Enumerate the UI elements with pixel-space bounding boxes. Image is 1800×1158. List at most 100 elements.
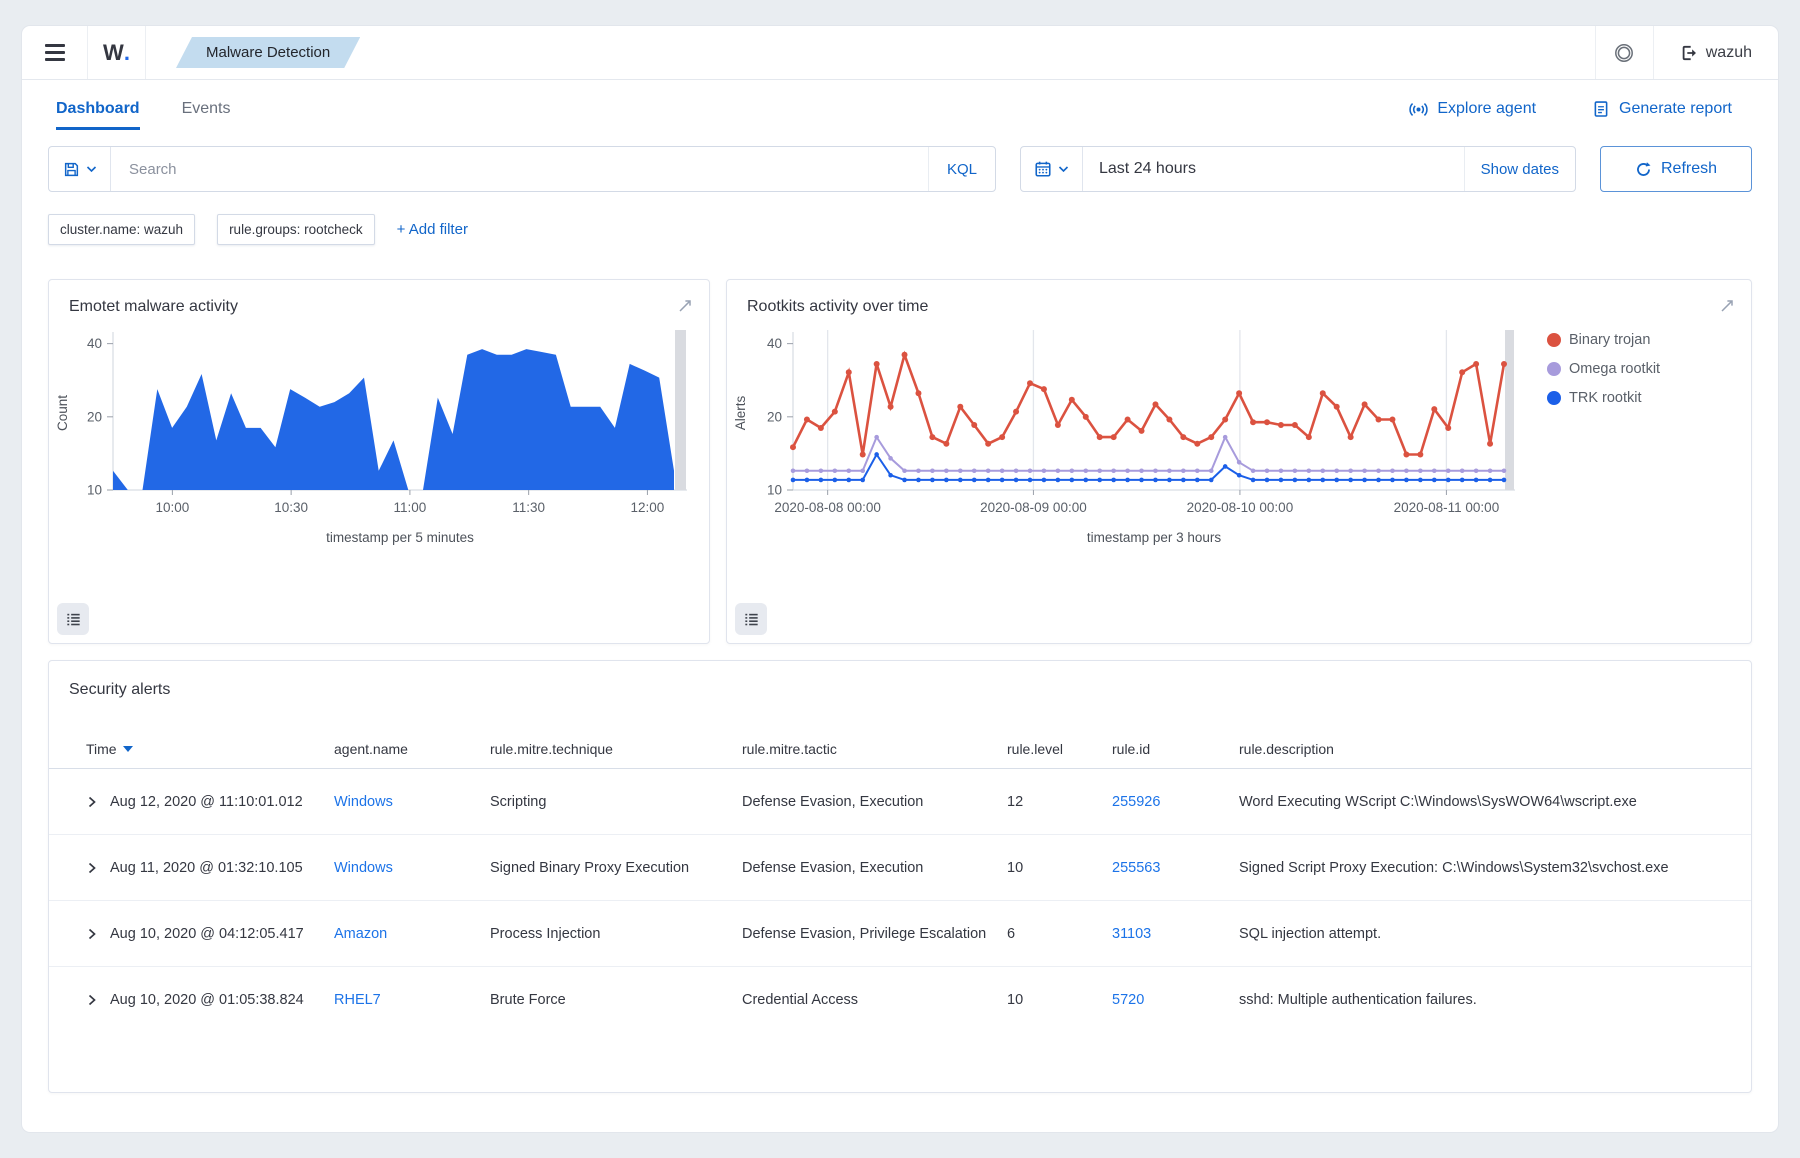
cell-rule-description: Signed Script Proxy Execution: C:\Window… xyxy=(1239,860,1731,876)
cell-rule-id: 255563 xyxy=(1112,860,1239,876)
calendar-dropdown-button[interactable] xyxy=(1021,147,1083,191)
date-range-value[interactable]: Last 24 hours xyxy=(1083,160,1464,178)
logout-button[interactable]: wazuh xyxy=(1653,26,1778,79)
breadcrumb[interactable]: Malware Detection xyxy=(176,37,360,68)
agent-link[interactable]: Windows xyxy=(334,860,393,876)
explore-agent-button[interactable]: Explore agent xyxy=(1409,100,1536,119)
search-input[interactable] xyxy=(111,161,928,178)
inspect-list-button[interactable] xyxy=(57,603,89,635)
cell-rule-level: 12 xyxy=(1007,794,1112,810)
expand-panel-button[interactable] xyxy=(1713,292,1741,320)
cell-mitre-tactic: Defense Evasion, Privilege Escalation xyxy=(742,926,1007,942)
date-picker: Last 24 hours Show dates xyxy=(1020,146,1576,192)
svg-text:timestamp per 3 hours: timestamp per 3 hours xyxy=(1087,530,1222,545)
svg-text:2020-08-08 00:00: 2020-08-08 00:00 xyxy=(774,500,881,515)
show-dates-button[interactable]: Show dates xyxy=(1464,147,1575,191)
cell-rule-description: sshd: Multiple authentication failures. xyxy=(1239,992,1731,1008)
refresh-button[interactable]: Refresh xyxy=(1600,146,1752,192)
report-document-icon xyxy=(1592,100,1610,118)
cell-rule-level: 10 xyxy=(1007,860,1112,876)
top-bar: W. Malware Detection wazuh xyxy=(22,26,1778,80)
agent-link[interactable]: Windows xyxy=(334,794,393,810)
generate-report-button[interactable]: Generate report xyxy=(1592,100,1732,118)
column-header-time[interactable]: Time xyxy=(86,741,334,757)
tab-events[interactable]: Events xyxy=(182,80,231,138)
agent-link[interactable]: Amazon xyxy=(334,926,387,942)
rule-id-link[interactable]: 255926 xyxy=(1112,794,1160,810)
hamburger-menu-button[interactable] xyxy=(22,26,88,79)
expand-panel-button[interactable] xyxy=(671,292,699,320)
legend-item[interactable]: TRK rootkit xyxy=(1547,390,1737,406)
rule-id-link[interactable]: 31103 xyxy=(1112,926,1151,942)
search-bar: KQL xyxy=(48,146,996,192)
cell-rule-id: 255926 xyxy=(1112,794,1239,810)
expand-row-icon[interactable] xyxy=(86,796,98,808)
logout-icon xyxy=(1680,44,1698,62)
rootkits-panel-title: Rootkits activity over time xyxy=(727,280,1751,316)
svg-text:Count: Count xyxy=(55,395,70,431)
column-header-rule-mitre-technique: rule.mitre.technique xyxy=(490,741,742,757)
saved-queries-button[interactable] xyxy=(49,147,111,191)
legend-item[interactable]: Binary trojan xyxy=(1547,332,1737,348)
legend-dot-icon xyxy=(1547,391,1561,405)
security-alerts-panel: Security alerts Timeagent.namerule.mitre… xyxy=(48,660,1752,1093)
save-icon xyxy=(63,161,80,178)
hamburger-icon xyxy=(45,44,65,61)
inspect-list-button[interactable] xyxy=(735,603,767,635)
query-toolbar: KQL Last 24 hours Show dates xyxy=(48,146,1752,192)
filter-pill-cluster[interactable]: cluster.name: wazuh xyxy=(48,214,195,245)
expand-row-icon[interactable] xyxy=(86,928,98,940)
agent-link[interactable]: RHEL7 xyxy=(334,992,381,1008)
rule-id-link[interactable]: 5720 xyxy=(1112,992,1144,1008)
svg-text:timestamp per 5 minutes: timestamp per 5 minutes xyxy=(326,530,474,545)
svg-text:11:30: 11:30 xyxy=(512,500,545,515)
tab-dashboard[interactable]: Dashboard xyxy=(56,80,140,138)
explore-agent-label: Explore agent xyxy=(1437,100,1536,118)
logo-text: W xyxy=(103,40,124,66)
column-header-label: Time xyxy=(86,741,117,757)
user-label: wazuh xyxy=(1706,44,1752,62)
rule-id-link[interactable]: 255563 xyxy=(1112,860,1160,876)
sort-desc-icon xyxy=(123,746,133,752)
table-header: Time agent.namerule.mitre.techniquerule.m… xyxy=(49,729,1751,769)
expand-row-icon[interactable] xyxy=(86,862,98,874)
svg-text:20: 20 xyxy=(767,409,782,424)
cell-agent-name: RHEL7 xyxy=(334,992,490,1008)
column-header-rule-id: rule.id xyxy=(1112,741,1239,757)
status-indicator-button[interactable] xyxy=(1595,26,1653,79)
legend-label: TRK rootkit xyxy=(1569,390,1642,406)
svg-text:2020-08-09 00:00: 2020-08-09 00:00 xyxy=(980,500,1087,515)
expand-icon xyxy=(1719,298,1735,314)
legend-item[interactable]: Omega rootkit xyxy=(1547,361,1737,377)
chevron-down-icon xyxy=(86,165,97,173)
svg-text:12:00: 12:00 xyxy=(631,500,665,515)
kql-toggle[interactable]: KQL xyxy=(928,147,995,191)
rootkits-panel: Rootkits activity over time 402010Alerts… xyxy=(726,279,1752,644)
logo-dot: . xyxy=(124,40,130,66)
cell-mitre-technique: Process Injection xyxy=(490,926,742,942)
cell-rule-description: Word Executing WScript C:\Windows\SysWOW… xyxy=(1239,794,1731,810)
cell-agent-name: Amazon xyxy=(334,926,490,942)
cell-rule-level: 10 xyxy=(1007,992,1112,1008)
chevron-down-icon xyxy=(1058,165,1069,173)
svg-text:40: 40 xyxy=(767,336,782,351)
emotet-panel: Emotet malware activity 402010Counttimes… xyxy=(48,279,710,644)
time-value: Aug 10, 2020 @ 01:05:38.824 xyxy=(110,992,304,1008)
column-header-rule-mitre-tactic: rule.mitre.tactic xyxy=(742,741,1007,757)
cell-time: Aug 10, 2020 @ 01:05:38.824 xyxy=(86,992,334,1008)
expand-row-icon[interactable] xyxy=(86,994,98,1006)
add-filter-button[interactable]: + Add filter xyxy=(397,221,468,238)
security-alerts-title: Security alerts xyxy=(49,661,1751,699)
filter-pill-rule-groups[interactable]: rule.groups: rootcheck xyxy=(217,214,375,245)
column-header-rule-description: rule.description xyxy=(1239,741,1731,757)
wazuh-logo[interactable]: W. xyxy=(88,26,146,79)
svg-text:40: 40 xyxy=(87,336,102,351)
cell-rule-id: 5720 xyxy=(1112,992,1239,1008)
cell-mitre-tactic: Defense Evasion, Execution xyxy=(742,860,1007,876)
legend-label: Omega rootkit xyxy=(1569,361,1660,377)
table-row: Aug 10, 2020 @ 01:05:38.824RHEL7Brute Fo… xyxy=(49,967,1751,1033)
filter-bar: cluster.name: wazuh rule.groups: rootche… xyxy=(48,214,1752,245)
table-row: Aug 10, 2020 @ 04:12:05.417AmazonProcess… xyxy=(49,901,1751,967)
expand-icon xyxy=(677,298,693,314)
column-header-agent-name: agent.name xyxy=(334,741,490,757)
